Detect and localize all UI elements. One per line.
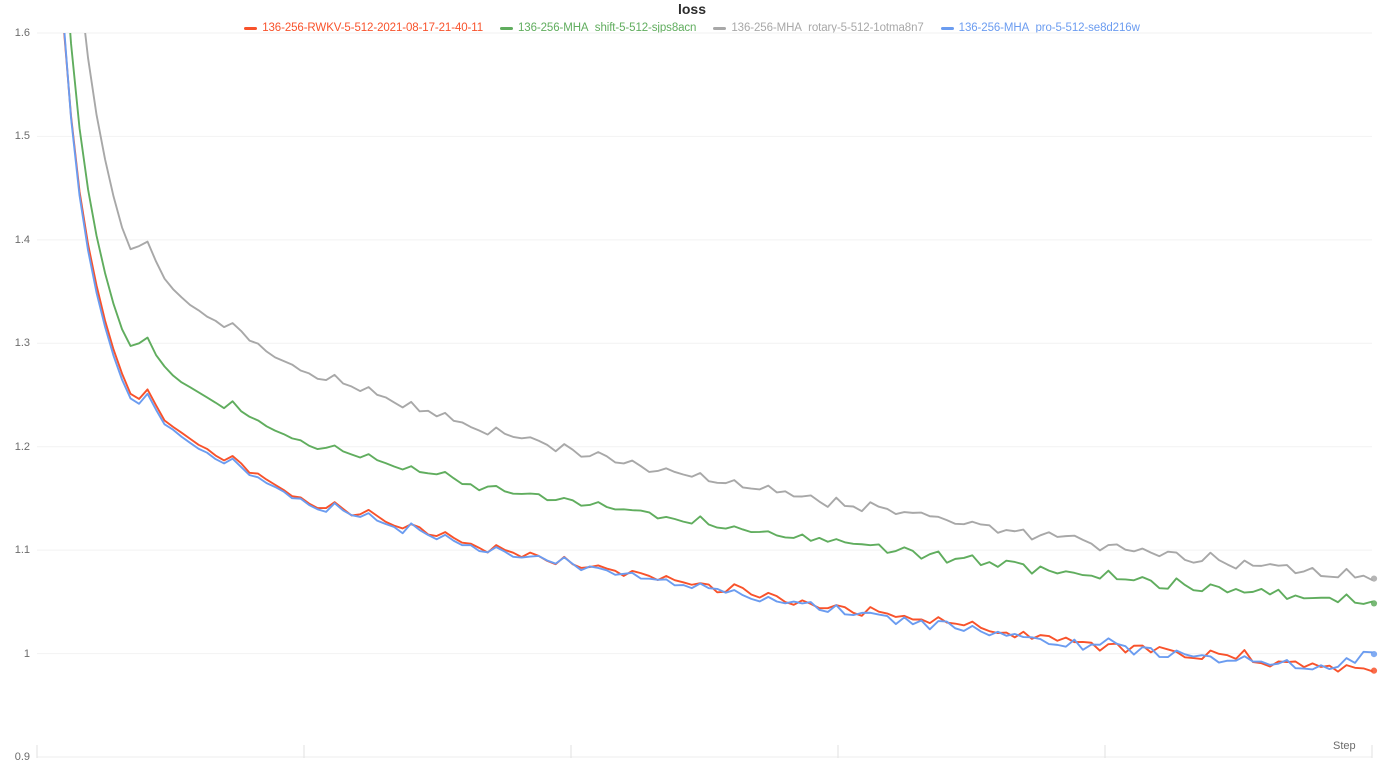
series-line-2[interactable] bbox=[37, 0, 1373, 581]
series-line-3[interactable] bbox=[37, 0, 1373, 671]
legend-item-2[interactable]: 136-256-MHA_rotary-5-512-1otma8n7 bbox=[713, 21, 924, 35]
legend-item-3[interactable]: 136-256-MHA_pro-5-512-se8d216w bbox=[940, 21, 1140, 35]
series-group bbox=[37, 0, 1373, 673]
series-end-marker-3[interactable] bbox=[1370, 650, 1378, 658]
chart-title: loss bbox=[677, 1, 706, 17]
series-end-marker-0[interactable] bbox=[1370, 667, 1378, 674]
legend-swatch-icon bbox=[244, 26, 258, 30]
series-end-marker-1[interactable] bbox=[1370, 600, 1378, 607]
legend-label: 136-256-RWKV-5-512-2021-08-17-21-40-11 bbox=[262, 22, 484, 34]
legend-label: 136-256-MHA_pro-5-512-se8d216w bbox=[958, 22, 1140, 34]
x-axis-label: Step bbox=[1333, 740, 1356, 752]
series-line-1[interactable] bbox=[37, 0, 1373, 605]
legend-label: 136-256-MHA_rotary-5-512-1otma8n7 bbox=[731, 22, 924, 34]
series-line-0[interactable] bbox=[37, 0, 1373, 673]
legend-item-0[interactable]: 136-256-RWKV-5-512-2021-08-17-21-40-11 bbox=[244, 21, 483, 35]
legend-label: 136-256-MHA_shift-5-512-sjps8acn bbox=[518, 22, 697, 34]
legend-swatch-icon bbox=[500, 26, 514, 30]
series-end-marker-2[interactable] bbox=[1370, 575, 1378, 582]
legend-swatch-icon bbox=[713, 26, 727, 30]
legend-swatch-icon bbox=[940, 26, 954, 30]
legend-item-1[interactable]: 136-256-MHA_shift-5-512-sjps8acn bbox=[500, 21, 696, 35]
chart-legend: 136-256-RWKV-5-512-2021-08-17-21-40-11 13… bbox=[0, 21, 1384, 35]
